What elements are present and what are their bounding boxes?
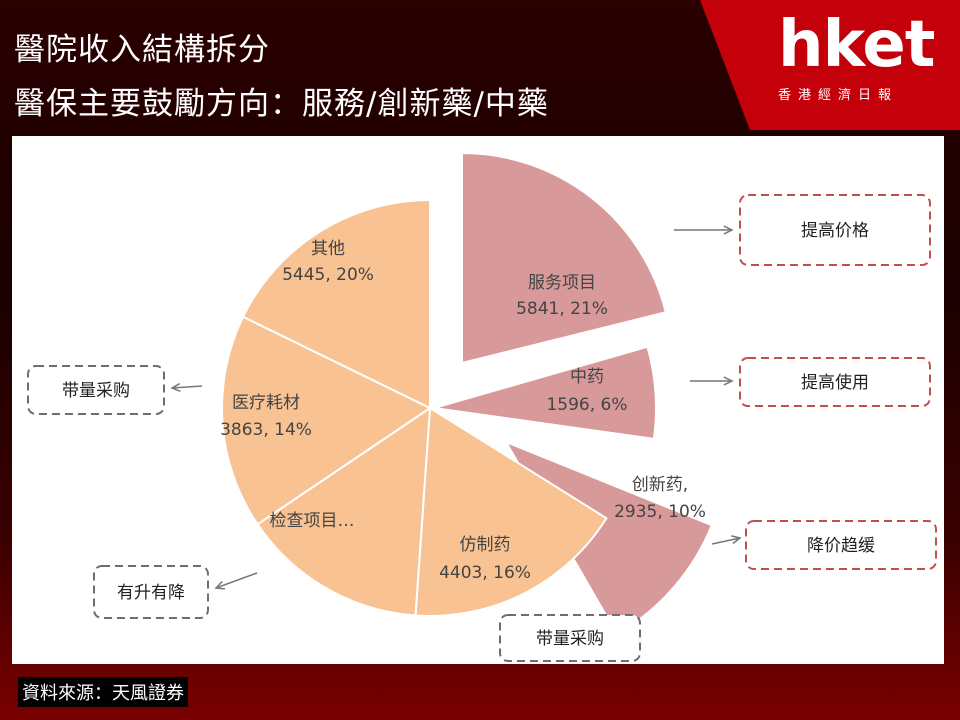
slice-value-label: 3863, 14% bbox=[220, 420, 312, 440]
callout-label: 带量采购 bbox=[536, 629, 604, 649]
callout-box bbox=[499, 614, 641, 662]
slice-value-label: 1596, 6% bbox=[546, 395, 627, 415]
callout-label: 有升有降 bbox=[117, 583, 185, 603]
brand-logo[interactable]: hket bbox=[778, 8, 935, 82]
slice-name-label: 服务项目 bbox=[528, 273, 596, 293]
callout-box bbox=[93, 565, 209, 619]
callout-label: 提高价格 bbox=[801, 221, 869, 241]
brand-logo-subtitle: 香港經濟日報 bbox=[778, 88, 899, 103]
header: 醫院收入結構拆分 醫保主要鼓勵方向：服務/創新藥/中藥 hket 香港經濟日報 bbox=[0, 0, 960, 130]
slice-name-label: 中药 bbox=[570, 367, 604, 387]
logo-background bbox=[700, 0, 960, 130]
callout-arrow bbox=[171, 385, 203, 389]
slice-name-label: 医疗耗材 bbox=[232, 393, 300, 413]
callout-arrowhead bbox=[170, 382, 181, 393]
pie-slice-3[interactable] bbox=[414, 406, 608, 617]
slice-value-label: 2935, 10% bbox=[614, 502, 706, 522]
page-title: 醫院收入結構拆分 bbox=[14, 32, 270, 68]
slice-value-label: 4403, 16% bbox=[439, 563, 531, 583]
slice-name-label: 创新药, bbox=[632, 475, 688, 495]
slice-name-label: 其他 bbox=[311, 239, 345, 259]
pie-slice-5[interactable] bbox=[221, 315, 432, 526]
callout-arrow bbox=[711, 537, 741, 545]
callout-arrowhead bbox=[723, 376, 734, 386]
pie-slice-1[interactable] bbox=[433, 345, 657, 441]
chart-panel: 服务项目 5841, 21% 中药 1596, 6% 创新药, 2935, 10% 仿制药 4… bbox=[12, 136, 944, 664]
callout-label: 带量采购 bbox=[62, 381, 130, 401]
page-subtitle: 醫保主要鼓勵方向：服務/創新藥/中藥 bbox=[14, 86, 549, 122]
callout-box bbox=[739, 357, 931, 407]
slice-value-label: 5445, 20% bbox=[282, 265, 374, 285]
callout-arrow bbox=[215, 572, 258, 589]
slice-name-label: 检查项目… bbox=[270, 511, 355, 531]
callout-label: 提高使用 bbox=[801, 372, 869, 393]
callout-arrowhead bbox=[731, 535, 742, 545]
source-note: 資料來源：天風證券 bbox=[18, 677, 188, 707]
callout-box bbox=[745, 520, 937, 570]
pie-chart: 服务项目 5841, 21% 中药 1596, 6% 创新药, 2935, 10% 仿制药 4… bbox=[27, 151, 937, 662]
slice-name-label: 仿制药 bbox=[460, 535, 511, 555]
pie-slice-6[interactable] bbox=[241, 198, 431, 410]
callout-box bbox=[27, 365, 165, 415]
slice-value-label: 5841, 21% bbox=[516, 299, 608, 319]
pie-slice-4[interactable] bbox=[256, 406, 432, 617]
callout-arrowhead bbox=[723, 225, 734, 235]
callout-box bbox=[739, 194, 931, 266]
pie-slice-0[interactable] bbox=[461, 151, 667, 365]
callout-label: 降价趋缓 bbox=[807, 536, 875, 556]
callout-arrowhead bbox=[214, 581, 226, 590]
